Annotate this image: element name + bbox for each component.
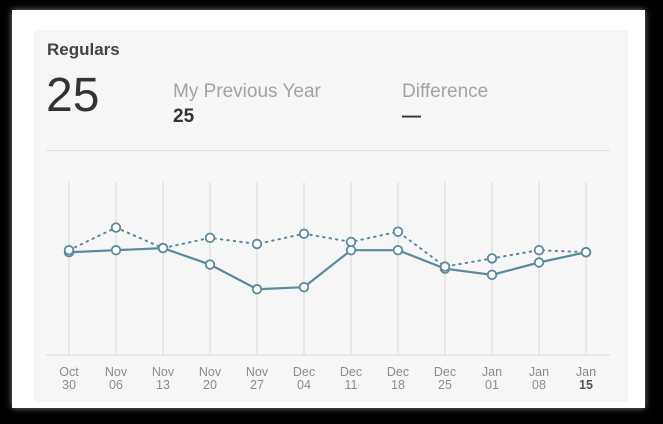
- x-tick-label: Oct: [59, 365, 79, 379]
- x-tick-label: Dec: [387, 365, 409, 379]
- series-line-current: [68, 247, 587, 291]
- x-tick-label: 06: [109, 378, 123, 392]
- x-tick-label: 15: [579, 378, 593, 392]
- regulars-card: Regulars 25 My Previous Year 25 Differen…: [34, 30, 628, 402]
- x-tick-label: 20: [203, 378, 217, 392]
- x-tick-label: 01: [485, 378, 499, 392]
- header-divider: [46, 150, 610, 151]
- x-tick-label: Dec: [434, 365, 456, 379]
- data-point-current: [298, 281, 310, 293]
- x-tick-label: Jan: [576, 365, 596, 379]
- previous-year-value: 25: [173, 106, 195, 127]
- x-tick-label: 11: [345, 378, 358, 392]
- data-point-previous: [345, 236, 357, 248]
- x-tick-label: 13: [156, 378, 170, 392]
- data-point-previous: [204, 232, 216, 244]
- x-tick-label: 08: [532, 378, 546, 392]
- data-point-current: [392, 244, 404, 256]
- data-point-previous: [392, 226, 404, 237]
- x-tick-label: Jan: [529, 365, 549, 379]
- data-point-previous: [251, 238, 263, 250]
- card-frame: Regulars 25 My Previous Year 25 Differen…: [12, 10, 645, 408]
- difference-label: Difference: [402, 81, 489, 102]
- series-line-previous: [68, 226, 587, 268]
- x-tick-label: Dec: [293, 365, 315, 379]
- x-tick-label: 25: [438, 378, 452, 392]
- data-point-previous: [486, 253, 498, 264]
- x-tick-label: Nov: [246, 365, 269, 379]
- previous-year-label: My Previous Year: [173, 81, 321, 102]
- card-title: Regulars: [47, 40, 120, 59]
- data-point-current: [110, 244, 122, 256]
- data-point-previous: [110, 222, 122, 233]
- x-tick-label: 18: [391, 378, 405, 392]
- x-tick-label: Dec: [340, 365, 362, 379]
- x-tick-label: 04: [297, 378, 311, 392]
- difference-value: —: [402, 106, 421, 127]
- data-point-current: [486, 269, 498, 281]
- x-tick-label: Nov: [199, 365, 222, 379]
- x-tick-label: Nov: [152, 365, 175, 379]
- data-point-previous: [63, 244, 75, 256]
- data-point-current: [204, 259, 216, 270]
- data-point-current: [251, 284, 263, 295]
- data-point-previous: [533, 244, 545, 256]
- current-value: 25: [46, 69, 100, 122]
- x-tick-label: 30: [62, 378, 76, 392]
- x-tick-label: Nov: [105, 365, 128, 379]
- x-tick-label: Jan: [482, 365, 502, 379]
- data-point-previous: [580, 247, 592, 258]
- data-point-current: [533, 257, 545, 268]
- data-point-previous: [298, 228, 310, 239]
- data-point-current: [345, 244, 357, 256]
- x-tick-label: 27: [250, 378, 264, 392]
- line-chart: Oct30Nov06Nov13Nov20Nov27Dec04Dec11Dec18…: [46, 182, 610, 392]
- data-point-previous: [439, 261, 451, 272]
- data-point-previous: [157, 242, 169, 254]
